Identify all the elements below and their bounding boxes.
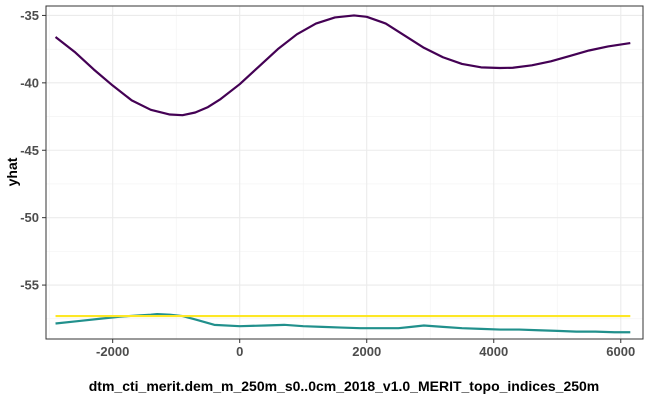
x-tick-label: 2000 xyxy=(352,344,381,359)
series-line-1 xyxy=(54,14,631,117)
major-grid xyxy=(46,6,643,339)
plot-border xyxy=(45,5,644,340)
x-axis: -2000 0 2000 4000 6000 xyxy=(96,339,635,359)
x-tick-label: 4000 xyxy=(479,344,508,359)
y-axis: -35 -40 -45 -50 -55 xyxy=(20,8,46,293)
y-tick-label: -50 xyxy=(20,210,39,225)
series-lines xyxy=(54,14,631,334)
x-tick-label: -2000 xyxy=(96,344,129,359)
series-line-2 xyxy=(55,312,631,334)
x-tick-label: 0 xyxy=(236,344,243,359)
x-tick-label: 6000 xyxy=(606,344,635,359)
y-tick-label: -35 xyxy=(20,8,39,23)
y-tick-label: -55 xyxy=(20,278,39,293)
plot-panel xyxy=(46,6,643,339)
y-axis-title: yhat xyxy=(4,157,20,186)
y-tick-label: -45 xyxy=(20,143,39,158)
minor-grid xyxy=(46,6,643,339)
x-axis-title: dtm_cti_merit.dem_m_250m_s0..0cm_2018_v1… xyxy=(89,378,600,394)
y-tick-label: -40 xyxy=(20,75,39,90)
